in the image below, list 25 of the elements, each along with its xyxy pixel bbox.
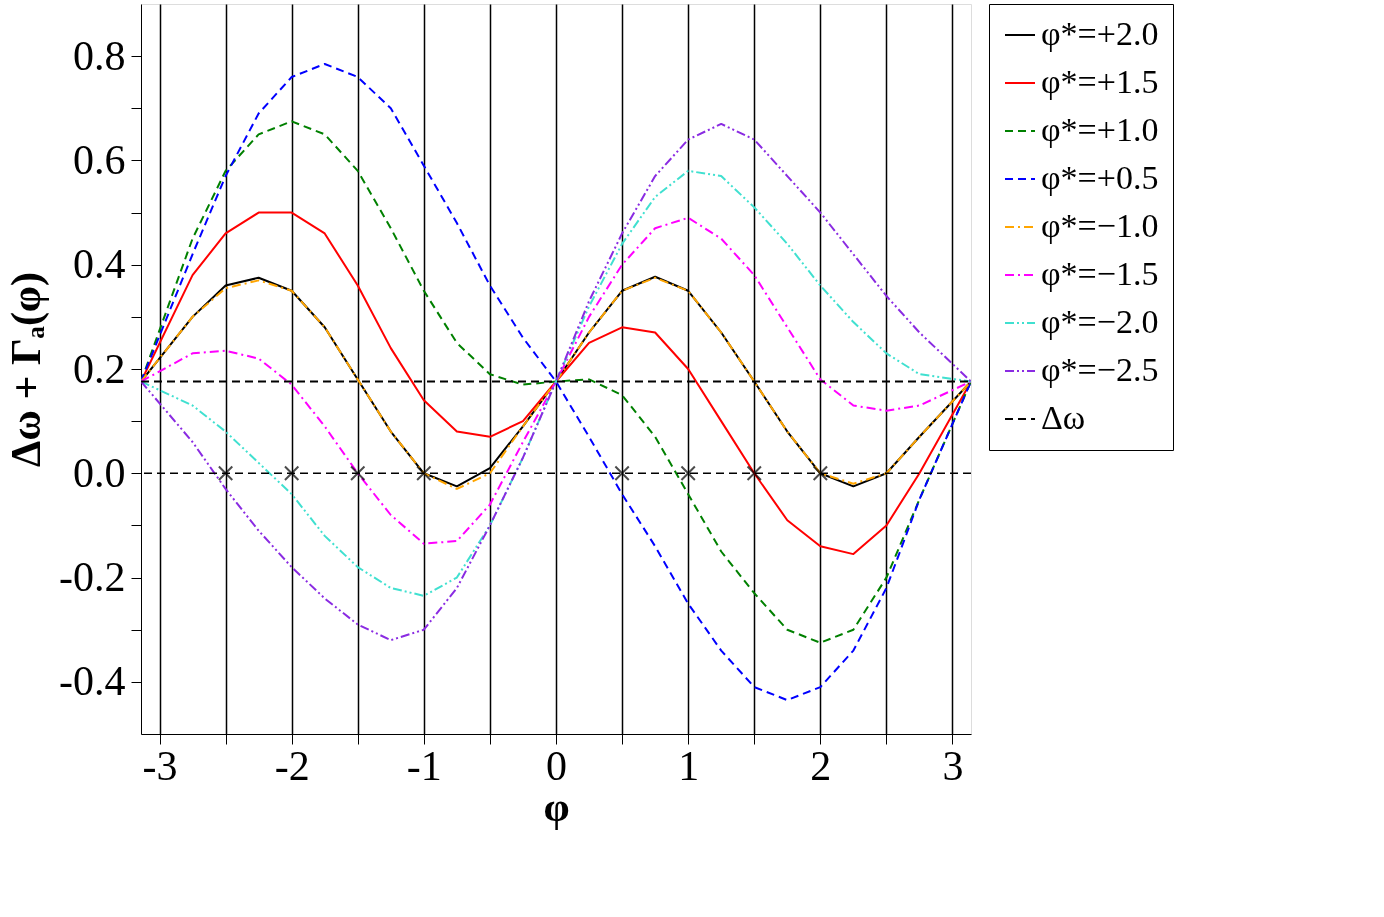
x-tick-label: -3 (142, 742, 178, 789)
legend-label: φ*=−1.0 (1041, 207, 1159, 244)
legend-label: φ*=−2.0 (1041, 303, 1159, 340)
legend-label: φ*=+1.5 (1041, 63, 1159, 100)
y-tick-label: 0.2 (73, 345, 126, 392)
x-tick-label: -2 (274, 742, 310, 789)
legend-label: φ*=+1.0 (1041, 111, 1159, 148)
legend-label: φ*=+0.5 (1041, 159, 1159, 196)
y-tick-label: 0.0 (73, 449, 126, 496)
y-tick-label: 0.8 (73, 32, 126, 79)
y-axis-title: Δω + Γₐ(φ) (3, 271, 51, 468)
line-series (141, 62, 971, 702)
line-series (141, 169, 971, 597)
x-tick-label: 2 (810, 742, 832, 789)
legend-label: φ*=−1.5 (1041, 255, 1159, 292)
x-tick-label: 3 (942, 742, 964, 789)
legend-label: Δω (1041, 399, 1086, 436)
y-tick-label: 0.6 (73, 136, 126, 183)
x-tick-label: 1 (678, 742, 700, 789)
legend-label: φ*=+2.0 (1041, 15, 1159, 52)
y-tick-label: -0.2 (59, 554, 126, 601)
x-tick-label: -1 (406, 742, 442, 789)
y-tick-label: -0.4 (59, 658, 126, 705)
y-tick-label: 0.4 (73, 241, 126, 288)
legend-label: φ*=−2.5 (1041, 351, 1159, 388)
